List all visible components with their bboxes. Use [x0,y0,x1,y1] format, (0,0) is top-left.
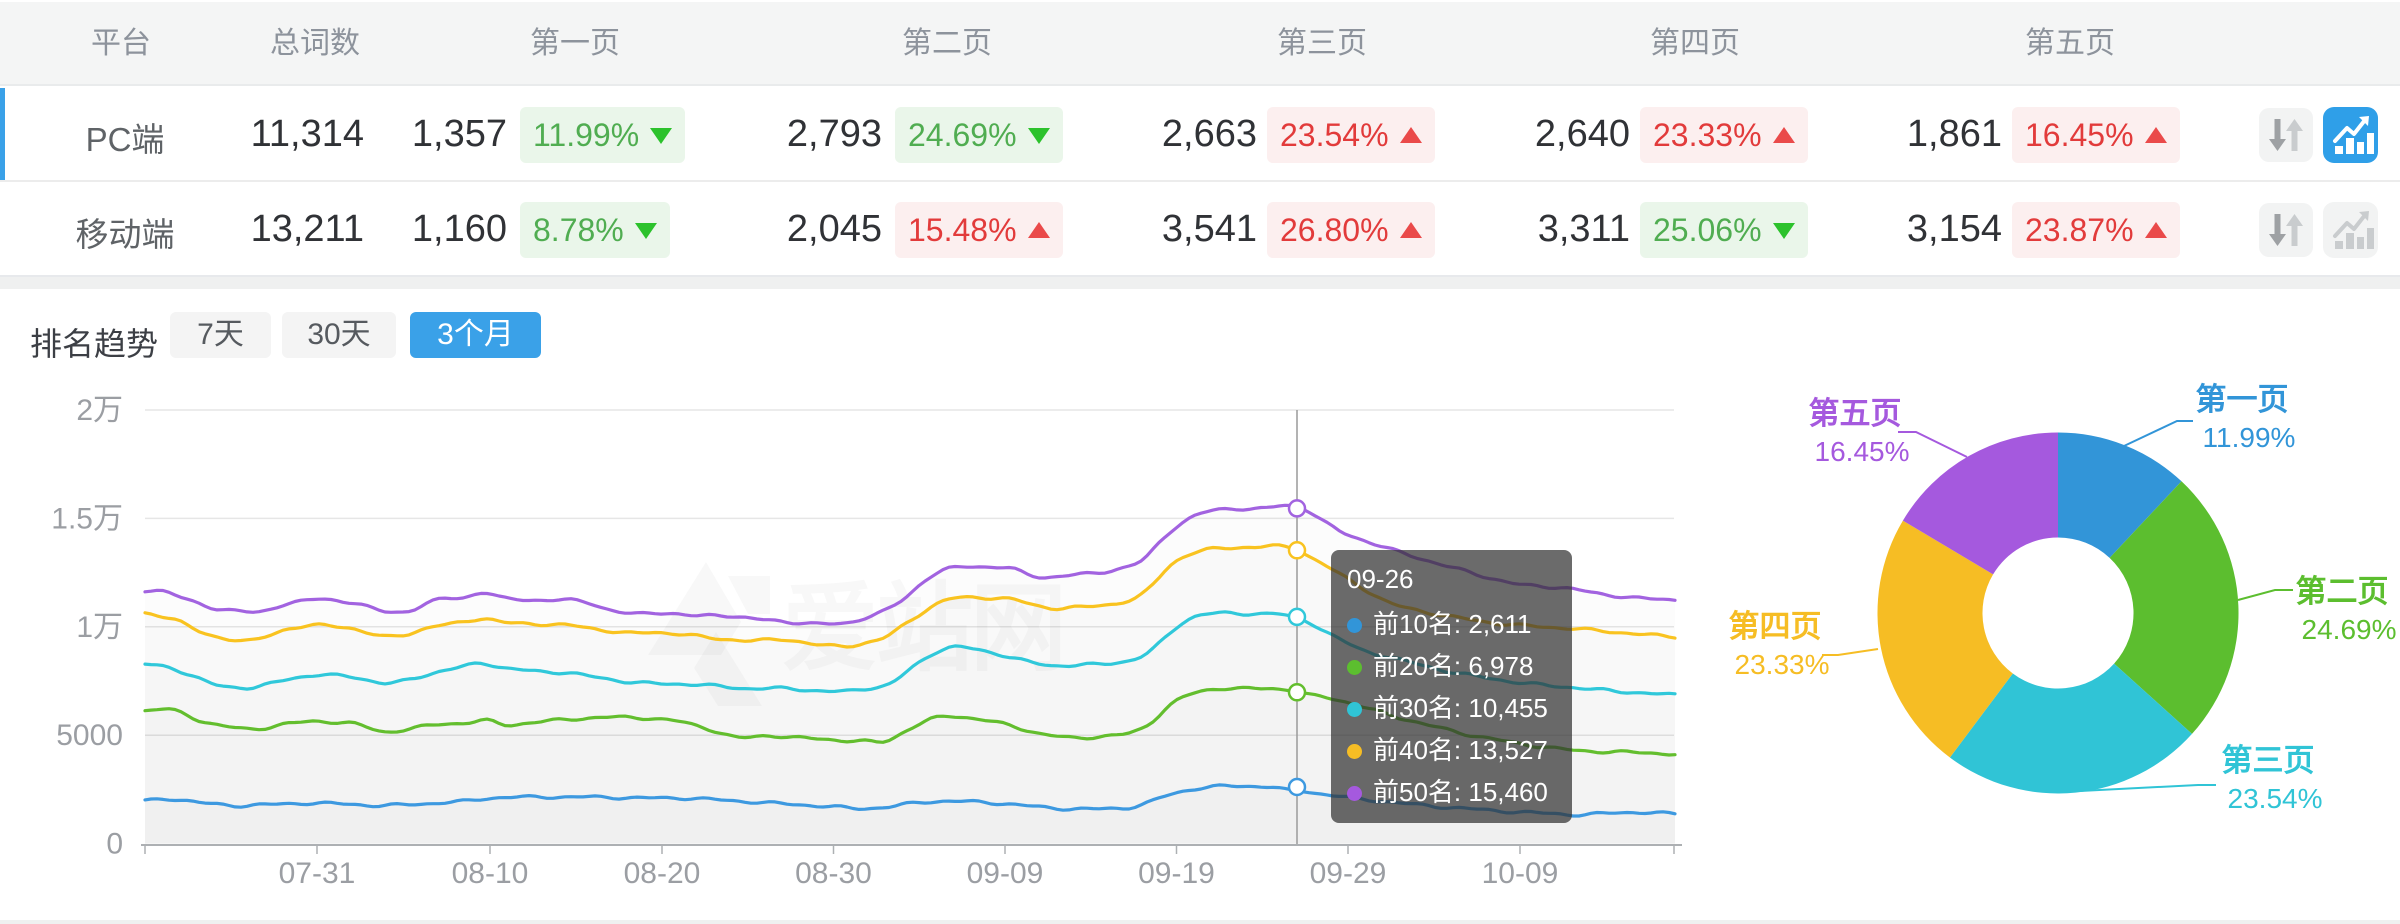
svg-text:08-10: 08-10 [452,857,529,890]
svg-text:0: 0 [106,828,123,861]
svg-text:5000: 5000 [56,719,123,752]
svg-text:第一页: 第一页 [2196,382,2289,417]
svg-text:16.45%: 16.45% [1815,436,1910,467]
svg-text:第四页: 第四页 [1729,609,1822,644]
svg-text:23.33%: 23.33% [1735,649,1830,680]
svg-text:08-30: 08-30 [795,857,872,890]
svg-text:09-29: 09-29 [1310,857,1387,890]
svg-text:09-09: 09-09 [967,857,1044,890]
svg-text:1.5万: 1.5万 [51,502,123,535]
svg-text:第三页: 第三页 [2222,743,2315,778]
svg-text:10-09: 10-09 [1482,857,1559,890]
svg-text:09-19: 09-19 [1138,857,1215,890]
svg-text:2万: 2万 [76,394,123,427]
svg-text:24.69%: 24.69% [2302,614,2397,645]
svg-text:23.54%: 23.54% [2228,783,2323,814]
svg-text:08-20: 08-20 [624,857,701,890]
svg-text:1万: 1万 [76,611,123,644]
svg-text:第五页: 第五页 [1809,396,1902,431]
svg-text:11.99%: 11.99% [2203,422,2296,453]
svg-text:第二页: 第二页 [2296,574,2389,609]
svg-text:07-31: 07-31 [279,857,356,890]
